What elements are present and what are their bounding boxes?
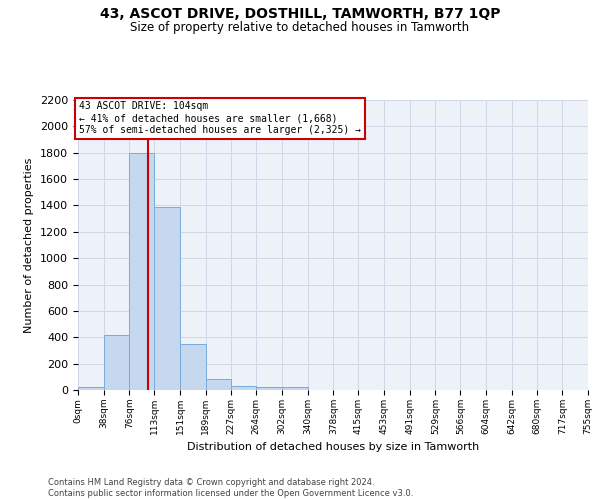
Bar [154, 207, 180, 390]
Text: 43, ASCOT DRIVE, DOSTHILL, TAMWORTH, B77 1QP: 43, ASCOT DRIVE, DOSTHILL, TAMWORTH, B77… [100, 8, 500, 22]
Text: Size of property relative to detached houses in Tamworth: Size of property relative to detached ho… [130, 21, 470, 34]
Text: Contains HM Land Registry data © Crown copyright and database right 2024.
Contai: Contains HM Land Registry data © Crown c… [48, 478, 413, 498]
Bar [206, 380, 232, 390]
Bar [232, 386, 256, 390]
Bar [78, 388, 104, 390]
Bar [282, 388, 308, 390]
Bar [104, 334, 130, 390]
Text: 43 ASCOT DRIVE: 104sqm
← 41% of detached houses are smaller (1,668)
57% of semi-: 43 ASCOT DRIVE: 104sqm ← 41% of detached… [79, 102, 361, 134]
Bar [256, 388, 282, 390]
X-axis label: Distribution of detached houses by size in Tamworth: Distribution of detached houses by size … [187, 442, 479, 452]
Bar [180, 344, 206, 390]
Y-axis label: Number of detached properties: Number of detached properties [25, 158, 34, 332]
Bar [130, 152, 154, 390]
